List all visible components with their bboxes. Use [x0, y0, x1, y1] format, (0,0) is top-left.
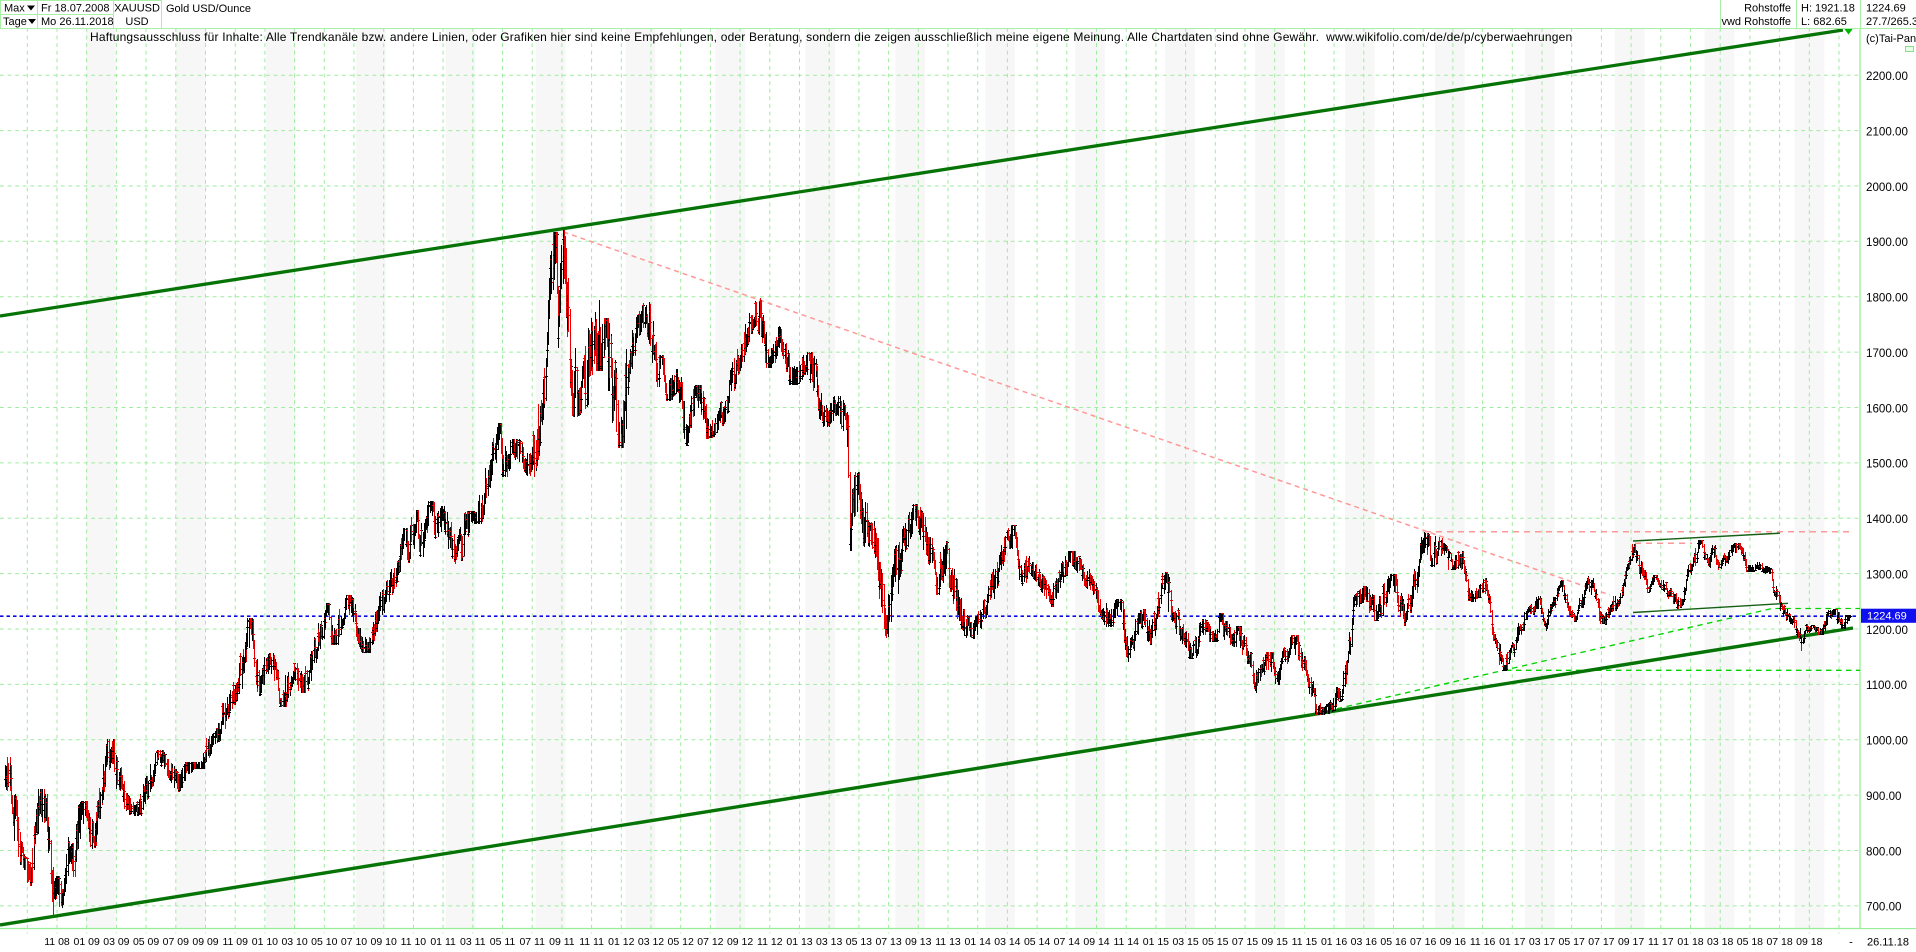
svg-text:Max: Max [4, 3, 25, 15]
svg-text:11 09: 11 09 [222, 936, 248, 948]
svg-text:09 14: 09 14 [1083, 936, 1109, 948]
svg-text:07 09: 07 09 [163, 936, 189, 948]
svg-text:07 14: 07 14 [1054, 936, 1080, 948]
svg-text:03 09: 03 09 [103, 936, 129, 948]
svg-text:1500.00: 1500.00 [1866, 458, 1908, 471]
svg-text:2000.00: 2000.00 [1866, 181, 1908, 194]
svg-text:1224.69: 1224.69 [1867, 611, 1907, 623]
svg-text:09 12: 09 12 [727, 936, 753, 948]
svg-text:Tage: Tage [3, 16, 27, 28]
svg-text:03 14: 03 14 [994, 936, 1020, 948]
svg-text:01 13: 01 13 [786, 936, 812, 948]
svg-text:1600.00: 1600.00 [1866, 402, 1908, 415]
svg-text:05 11: 05 11 [490, 936, 516, 948]
svg-text:1100.00: 1100.00 [1866, 679, 1907, 692]
svg-text:07 12: 07 12 [697, 936, 723, 948]
svg-text:01 09: 01 09 [74, 936, 100, 948]
svg-text:03 11: 03 11 [460, 936, 486, 948]
svg-text:Haftungsausschluss für Inhalte: Haftungsausschluss für Inhalte: Alle Tre… [90, 30, 1572, 44]
svg-text:L: 682.65: L: 682.65 [1801, 16, 1847, 28]
svg-text:09 18: 09 18 [1796, 936, 1822, 948]
svg-text:(c)Tai-Pan: (c)Tai-Pan [1866, 33, 1916, 45]
svg-text:09 13: 09 13 [905, 936, 931, 948]
svg-text:H: 1921.18: H: 1921.18 [1801, 3, 1855, 15]
svg-text:01 12: 01 12 [608, 936, 634, 948]
svg-text:26.11.18: 26.11.18 [1867, 937, 1909, 949]
svg-text:09 10: 09 10 [371, 936, 397, 948]
svg-text:11 17: 11 17 [1648, 936, 1674, 948]
svg-text:05 13: 05 13 [846, 936, 872, 948]
svg-text:03 10: 03 10 [281, 936, 307, 948]
svg-text:05 15: 05 15 [1202, 936, 1228, 948]
svg-text:03 18: 03 18 [1707, 936, 1733, 948]
svg-text:09 16: 09 16 [1440, 936, 1466, 948]
svg-text:01 10: 01 10 [252, 936, 278, 948]
svg-text:1200.00: 1200.00 [1866, 624, 1908, 637]
svg-text:1900.00: 1900.00 [1866, 236, 1908, 249]
svg-text:07 17: 07 17 [1588, 936, 1614, 948]
svg-text:05 14: 05 14 [1024, 936, 1050, 948]
svg-text:09 11: 09 11 [549, 936, 575, 948]
svg-text:11 11: 11 11 [579, 936, 604, 948]
svg-text:1224.69: 1224.69 [1866, 3, 1906, 15]
svg-text:01 11: 01 11 [430, 936, 456, 948]
svg-text:Fr 18.07.2008: Fr 18.07.2008 [41, 3, 110, 15]
svg-text:01 17: 01 17 [1499, 936, 1525, 948]
svg-text:05 17: 05 17 [1559, 936, 1585, 948]
svg-text:11 16: 11 16 [1470, 936, 1496, 948]
svg-text:03 13: 03 13 [816, 936, 842, 948]
svg-text:05 10: 05 10 [311, 936, 337, 948]
svg-text:1300.00: 1300.00 [1866, 568, 1908, 581]
svg-text:11 10: 11 10 [401, 936, 427, 948]
svg-text:01 14: 01 14 [965, 936, 991, 948]
svg-text:03 15: 03 15 [1172, 936, 1198, 948]
svg-text:-: - [1849, 937, 1853, 949]
svg-text:800.00: 800.00 [1866, 845, 1901, 858]
svg-text:09 15: 09 15 [1262, 936, 1288, 948]
svg-text:03 17: 03 17 [1529, 936, 1555, 948]
svg-text:27.7/265.35: 27.7/265.35 [1866, 16, 1916, 28]
svg-text:01 15: 01 15 [1143, 936, 1169, 948]
svg-text:01 16: 01 16 [1321, 936, 1347, 948]
svg-text:11 15: 11 15 [1292, 936, 1318, 948]
svg-text:11 12: 11 12 [757, 936, 783, 948]
svg-text:1400.00: 1400.00 [1866, 513, 1908, 526]
svg-text:1700.00: 1700.00 [1866, 347, 1908, 360]
svg-text:05 09: 05 09 [133, 936, 159, 948]
svg-text:1000.00: 1000.00 [1866, 735, 1908, 748]
svg-text:09 17: 09 17 [1618, 936, 1644, 948]
svg-text:07 18: 07 18 [1766, 936, 1792, 948]
svg-text:Gold USD/Ounce: Gold USD/Ounce [166, 3, 251, 15]
svg-text:05 18: 05 18 [1737, 936, 1763, 948]
svg-text:01 18: 01 18 [1677, 936, 1703, 948]
svg-text:vwd Rohstoffe: vwd Rohstoffe [1721, 16, 1791, 28]
svg-text:03 16: 03 16 [1351, 936, 1377, 948]
svg-text:07 13: 07 13 [875, 936, 901, 948]
svg-text:11 13: 11 13 [935, 936, 961, 948]
svg-text:2100.00: 2100.00 [1866, 125, 1908, 138]
svg-text:11 14: 11 14 [1113, 936, 1139, 948]
svg-text:09 09: 09 09 [192, 936, 218, 948]
svg-text:Mo 26.11.2018: Mo 26.11.2018 [41, 16, 114, 28]
svg-text:700.00: 700.00 [1866, 901, 1901, 914]
svg-text:03 12: 03 12 [638, 936, 664, 948]
svg-text:USD: USD [125, 16, 148, 28]
svg-text:XAUUSD: XAUUSD [114, 3, 160, 15]
svg-text:1800.00: 1800.00 [1866, 292, 1908, 305]
svg-text:07 16: 07 16 [1410, 936, 1436, 948]
svg-text:Rohstoffe: Rohstoffe [1744, 3, 1791, 15]
svg-text:900.00: 900.00 [1866, 790, 1901, 803]
svg-text:05 16: 05 16 [1380, 936, 1406, 948]
svg-text:07 11: 07 11 [519, 936, 545, 948]
svg-text:2200.00: 2200.00 [1866, 70, 1908, 83]
svg-text:07 10: 07 10 [341, 936, 367, 948]
svg-text:07 15: 07 15 [1232, 936, 1258, 948]
svg-text:11 08: 11 08 [44, 936, 70, 948]
svg-text:05 12: 05 12 [668, 936, 694, 948]
